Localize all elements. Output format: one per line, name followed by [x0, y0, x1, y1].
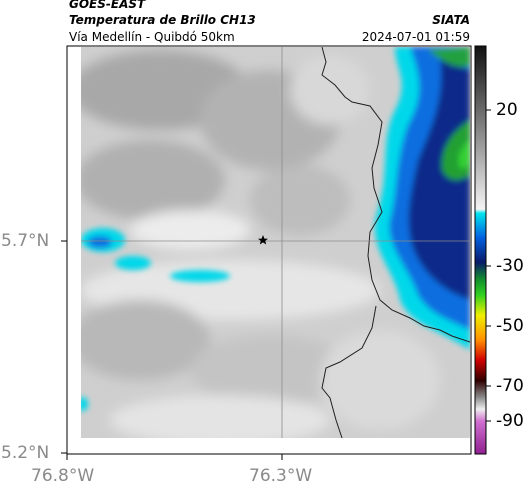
colorbar-border — [474, 45, 487, 455]
colorbar-label: -50 — [496, 316, 524, 336]
product-title: Temperatura de Brillo CH13 — [69, 13, 256, 27]
satellite-title: GOES-EAST — [69, 0, 146, 11]
colorbar — [475, 46, 486, 454]
org-label: SIATA — [432, 13, 470, 27]
colorbar-label: 20 — [496, 100, 518, 120]
timestamp-label: 2024-07-01 01:59 — [361, 30, 470, 44]
y-tick-label: 5.2°N — [1, 443, 50, 463]
river-line — [321, 305, 377, 438]
boundary-line — [321, 47, 470, 343]
x-tick-label: 76.8°W — [31, 466, 95, 486]
location-star-marker — [258, 235, 268, 245]
x-tick-label: 76.3°W — [249, 466, 313, 486]
colorbar-label: -70 — [496, 376, 524, 396]
colorbar-label: -90 — [496, 411, 524, 431]
colorbar-label: -30 — [496, 256, 524, 276]
route-subtitle: Vía Medellín - Quibdó 50km — [69, 30, 235, 44]
brightness-temperature-field — [81, 47, 470, 438]
map-axes-border — [66, 45, 472, 455]
y-tick-label: 5.7°N — [1, 231, 50, 251]
